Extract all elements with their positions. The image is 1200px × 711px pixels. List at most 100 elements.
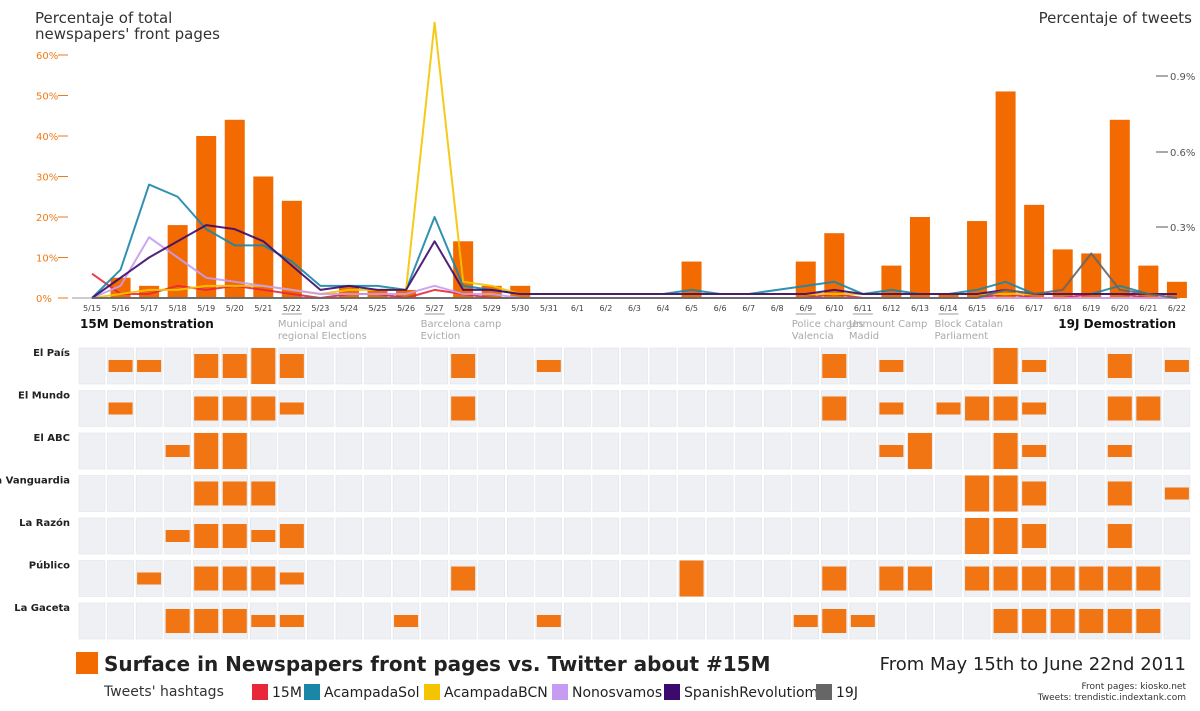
date-tick-label: 5/29	[483, 304, 501, 313]
front-page-thumbnail	[478, 517, 505, 555]
front-page-thumbnail	[507, 602, 534, 640]
front-page-thumbnail	[78, 560, 106, 597]
front-page-coverage	[793, 615, 818, 627]
front-page-coverage	[1022, 566, 1047, 591]
date-tick-label: 5/18	[169, 304, 187, 313]
front-page-coverage	[822, 609, 847, 633]
front-page-coverage	[536, 360, 561, 372]
front-page-coverage	[251, 566, 276, 591]
event-annotation-line2: regional Elections	[278, 331, 367, 342]
newspaper-name-label: El Mundo	[18, 391, 70, 402]
front-page-thumbnail	[364, 347, 391, 385]
front-page-bar	[1166, 281, 1187, 298]
front-page-coverage	[1107, 524, 1132, 548]
front-page-coverage	[1107, 481, 1132, 506]
front-page-thumbnail	[307, 432, 334, 470]
legend-swatch	[664, 684, 680, 700]
left-axis-title-line2: newspapers' front pages	[35, 25, 220, 43]
front-page-thumbnail	[792, 432, 819, 470]
front-page-thumbnail	[906, 517, 934, 555]
front-page-thumbnail	[507, 517, 534, 555]
front-page-thumbnail	[335, 347, 363, 385]
date-tick-label: 6/11	[854, 304, 872, 313]
front-page-thumbnail	[507, 560, 534, 597]
front-page-coverage	[993, 518, 1018, 554]
front-page-thumbnail	[592, 517, 620, 555]
front-page-thumbnail	[535, 390, 563, 427]
date-tick-label: 6/10	[825, 304, 843, 313]
date-tick-label: 6/19	[1082, 304, 1100, 313]
front-page-legend-swatch	[76, 652, 98, 674]
front-page-coverage	[1079, 566, 1104, 591]
front-page-thumbnail	[763, 517, 791, 555]
front-page-thumbnail	[307, 602, 334, 640]
front-page-bar	[681, 261, 702, 298]
front-page-thumbnail	[1135, 475, 1162, 512]
front-page-thumbnail	[1163, 602, 1191, 640]
front-page-thumbnail	[135, 517, 163, 555]
front-page-bar	[224, 119, 245, 298]
front-page-coverage	[1079, 609, 1104, 633]
front-page-bar	[938, 293, 959, 298]
front-page-coverage	[1107, 354, 1132, 378]
front-page-thumbnail	[78, 432, 106, 470]
front-page-thumbnail	[735, 602, 762, 640]
newspaper-name-label: La Vanguardia	[0, 476, 70, 487]
front-page-thumbnail	[821, 432, 848, 470]
front-page-thumbnail	[706, 602, 734, 640]
front-page-coverage	[279, 524, 304, 548]
front-page-thumbnail	[78, 390, 106, 427]
front-page-coverage	[993, 348, 1018, 384]
front-page-coverage	[1107, 566, 1132, 591]
front-page-thumbnail	[849, 517, 877, 555]
front-page-thumbnail	[763, 390, 791, 427]
left-axis-title: Percentaje of total	[35, 9, 172, 27]
front-page-thumbnail	[1049, 475, 1076, 512]
front-page-thumbnail	[307, 560, 334, 597]
front-page-thumbnail	[507, 347, 534, 385]
front-page-coverage	[194, 396, 219, 421]
front-page-thumbnail	[449, 475, 477, 512]
front-page-thumbnail	[592, 432, 620, 470]
front-page-thumbnail	[307, 517, 334, 555]
front-page-coverage	[879, 566, 904, 591]
front-page-coverage	[194, 481, 219, 506]
date-tick-label: 5/31	[540, 304, 558, 313]
front-page-thumbnail	[335, 475, 363, 512]
front-page-thumbnail	[1049, 390, 1076, 427]
front-page-thumbnail	[364, 475, 391, 512]
event-annotation: Unmount Camp	[849, 319, 928, 330]
front-page-thumbnail	[392, 560, 420, 597]
date-tick-label: 5/25	[369, 304, 387, 313]
legend-swatch	[816, 684, 832, 700]
front-page-thumbnail	[763, 602, 791, 640]
front-page-coverage	[965, 518, 990, 554]
front-page-thumbnail	[164, 560, 191, 597]
front-page-coverage	[251, 530, 276, 542]
front-page-thumbnail	[507, 475, 534, 512]
front-page-thumbnail	[392, 347, 420, 385]
front-page-bar	[824, 233, 845, 298]
event-annotation: 15M Demonstration	[80, 317, 214, 331]
front-page-coverage	[222, 481, 247, 506]
front-page-thumbnail	[421, 602, 448, 640]
front-page-thumbnail	[935, 475, 962, 512]
front-page-thumbnail	[935, 602, 962, 640]
front-page-thumbnail	[107, 560, 134, 597]
front-page-thumbnail	[78, 602, 106, 640]
front-page-thumbnail	[135, 390, 163, 427]
front-page-thumbnail	[678, 347, 705, 385]
front-page-thumbnail	[307, 390, 334, 427]
date-tick-label: 6/13	[911, 304, 929, 313]
left-tick-label: 50%	[36, 92, 58, 103]
left-tick-label: 60%	[36, 51, 58, 62]
front-page-coverage	[822, 566, 847, 591]
front-page-thumbnail	[906, 602, 934, 640]
front-page-bar	[995, 91, 1016, 298]
front-page-thumbnail	[564, 432, 591, 470]
front-page-thumbnail	[935, 560, 962, 597]
front-page-thumbnail	[649, 390, 677, 427]
front-page-coverage	[1022, 524, 1047, 548]
front-page-coverage	[108, 402, 133, 415]
front-page-coverage	[1136, 566, 1161, 591]
